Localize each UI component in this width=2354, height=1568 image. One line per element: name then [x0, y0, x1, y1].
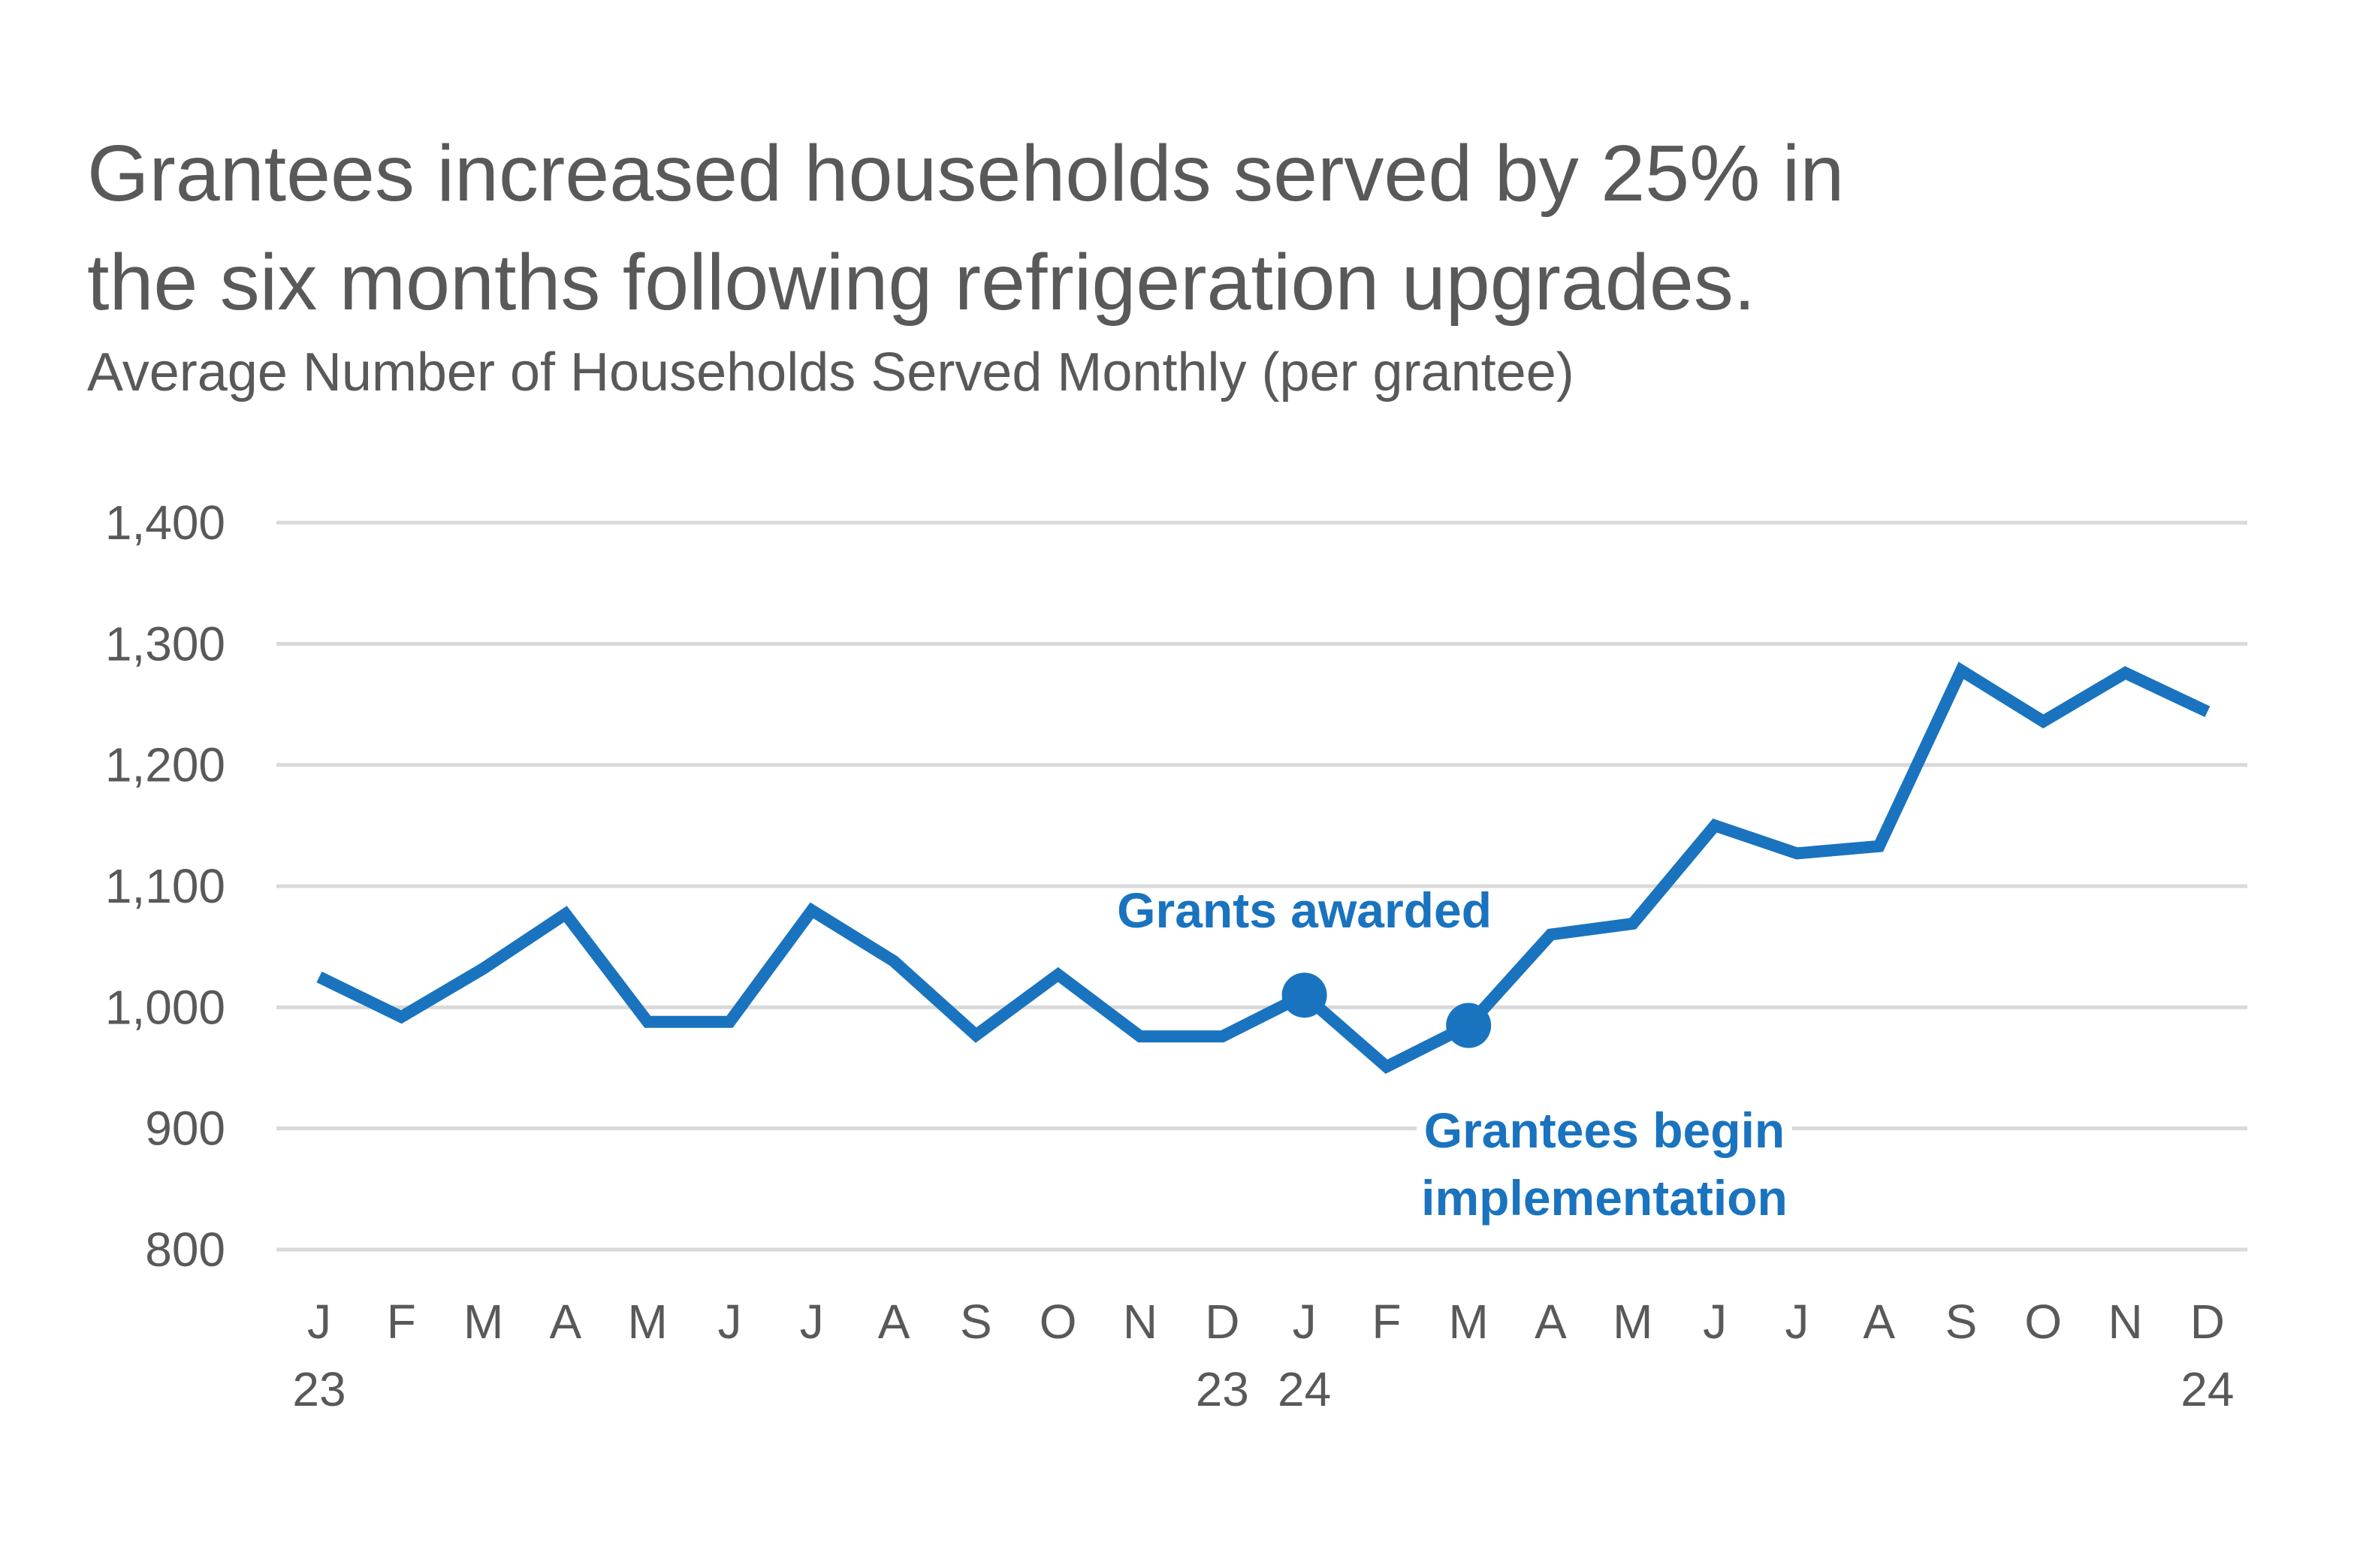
x-tick-label-2: M: [463, 1295, 503, 1349]
x-tick-label-20: S: [1945, 1295, 1978, 1349]
y-tick-label-1300: 1,300: [105, 617, 225, 671]
x-tick-label-13: F: [1372, 1295, 1401, 1349]
x-tick-label-18: J: [1785, 1295, 1809, 1349]
x-tick-label-22: N: [2108, 1295, 2142, 1349]
annotations: Grants awarded Grantees begin implementati…: [1117, 882, 1792, 1245]
x-tick-label-11: D: [1205, 1295, 1239, 1349]
y-tick-label-800: 800: [145, 1223, 225, 1277]
x-tick-label-0: J: [307, 1295, 331, 1349]
x-tick-label-7: A: [878, 1295, 910, 1349]
x-axis-tick-labels: J F M A M J J A S O N D J F M A M J J A S O N D23 23 24 24: [292, 1295, 2234, 1416]
x-tick-label-12: J: [1293, 1295, 1317, 1349]
x-tick-label-4: M: [628, 1295, 668, 1349]
x-year-label-3: 24: [2180, 1362, 2234, 1416]
x-tick-label-3: A: [550, 1295, 582, 1349]
annotation-marker-0: [1281, 972, 1327, 1018]
chart-title: Grantees increased households served by …: [87, 129, 1844, 327]
chart-subtitle: Average Number of Households Served Mont…: [87, 342, 1574, 403]
x-year-label-2: 24: [1278, 1362, 1331, 1416]
x-tick-label-16: M: [1613, 1295, 1652, 1349]
y-tick-label-1100: 1,100: [105, 859, 225, 913]
y-tick-label-1200: 1,200: [105, 738, 225, 792]
series-layer: [316, 662, 2211, 1074]
x-year-label-1: 23: [1196, 1362, 1249, 1416]
annotation-marker-1: [1446, 1003, 1492, 1048]
gridlines: [276, 520, 2247, 1252]
x-tick-label-9: O: [1040, 1295, 1077, 1349]
x-year-label-0: 23: [292, 1362, 346, 1416]
y-tick-label-1400: 1,400: [105, 496, 225, 550]
series-line-0: [316, 662, 2211, 1074]
x-tick-label-10: N: [1123, 1295, 1157, 1349]
chart-title-line-2: the six months following refrigeration u…: [87, 238, 1755, 327]
annotation-label-bg-1: [1417, 1095, 1792, 1245]
annotation-label-0-0: Grants awarded: [1117, 882, 1492, 938]
y-tick-label-900: 900: [145, 1102, 225, 1156]
y-tick-label-1000: 1,000: [105, 980, 225, 1034]
chart-title-line-1: Grantees increased households served by …: [87, 129, 1844, 218]
x-tick-label-23: D: [2190, 1295, 2225, 1349]
x-tick-label-19: A: [1863, 1295, 1895, 1349]
x-tick-label-1: F: [387, 1295, 416, 1349]
x-tick-label-5: J: [718, 1295, 742, 1349]
x-tick-label-17: J: [1703, 1295, 1727, 1349]
x-tick-label-21: O: [2024, 1295, 2062, 1349]
annotation-label-1-0: Grantees begin: [1424, 1102, 1785, 1158]
x-tick-label-8: S: [960, 1295, 992, 1349]
x-tick-label-15: A: [1535, 1295, 1567, 1349]
x-tick-label-6: J: [800, 1295, 824, 1349]
x-tick-label-14: M: [1449, 1295, 1489, 1349]
annotation-label-1-1: implementation: [1421, 1170, 1788, 1226]
y-axis-tick-labels: 800 900 1,000 1,100 1,200 1,300 1,400: [105, 496, 225, 1277]
